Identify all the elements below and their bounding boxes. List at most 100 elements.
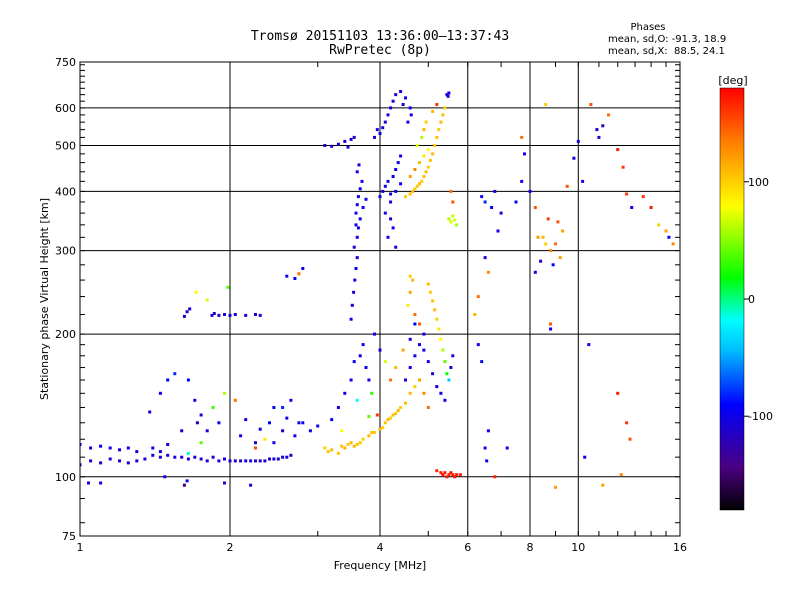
data-point	[539, 259, 543, 263]
data-point	[118, 459, 121, 463]
data-point	[367, 378, 371, 382]
data-point	[370, 431, 374, 434]
data-point	[343, 446, 347, 450]
data-point	[523, 152, 526, 156]
data-point	[420, 135, 424, 139]
data-point	[297, 421, 301, 425]
data-point	[514, 200, 518, 204]
data-point	[433, 144, 437, 147]
data-point	[441, 473, 445, 477]
x-tick-label: 10	[571, 541, 585, 554]
data-point	[607, 113, 610, 117]
data-point	[143, 457, 147, 461]
data-point	[281, 406, 285, 409]
data-point	[625, 421, 629, 425]
data-point	[383, 360, 387, 364]
plot-grid	[80, 62, 680, 536]
data-point	[413, 187, 417, 191]
data-point	[426, 406, 430, 409]
data-point	[394, 168, 398, 171]
data-point	[89, 446, 93, 450]
data-point	[455, 223, 459, 227]
data-point	[355, 170, 359, 174]
data-point	[126, 446, 130, 450]
data-point	[443, 398, 447, 402]
data-point	[358, 354, 362, 358]
data-point	[447, 473, 451, 477]
data-point	[336, 451, 340, 455]
data-point	[254, 446, 257, 450]
data-point	[336, 142, 340, 146]
data-point	[80, 463, 82, 467]
data-point	[293, 434, 297, 438]
data-point	[441, 113, 445, 117]
data-point	[340, 444, 344, 448]
x-tick-label: 1	[77, 541, 84, 554]
data-point	[199, 457, 203, 461]
data-point	[394, 245, 398, 249]
data-point	[413, 385, 417, 389]
data-point	[413, 313, 417, 316]
data-point	[625, 192, 629, 196]
data-point	[533, 270, 537, 274]
data-point	[258, 313, 262, 317]
data-point	[194, 290, 198, 294]
data-point	[323, 446, 327, 450]
data-point	[135, 450, 139, 454]
data-point	[630, 206, 634, 209]
data-point	[418, 378, 421, 382]
data-point	[641, 195, 645, 199]
data-point	[373, 332, 376, 336]
data-point	[404, 401, 407, 405]
y-axis-label: Stationary phase Virtual Height [km]	[38, 198, 51, 400]
data-point	[272, 457, 276, 461]
data-point	[546, 217, 550, 221]
data-point	[404, 195, 407, 199]
data-point	[499, 211, 503, 215]
data-point	[249, 459, 253, 463]
data-point	[483, 200, 487, 204]
chart-title: Tromsø 20151103 13:36:00–13:37:43	[251, 29, 509, 44]
data-point	[357, 163, 361, 167]
data-point	[505, 446, 509, 450]
data-point	[352, 135, 356, 139]
data-point	[352, 245, 356, 249]
data-point	[441, 348, 445, 352]
data-point	[188, 307, 192, 311]
data-point	[581, 179, 585, 183]
data-point	[391, 99, 395, 103]
data-point	[431, 372, 435, 376]
data-point	[349, 378, 353, 382]
data-point	[346, 443, 350, 446]
x-tick-label: 4	[377, 541, 384, 554]
data-point	[239, 459, 243, 463]
y-tick-label: 75	[62, 530, 76, 543]
data-point	[447, 378, 451, 382]
data-point	[285, 416, 289, 420]
data-point	[355, 203, 359, 207]
data-point	[323, 144, 327, 147]
data-point	[449, 471, 453, 475]
data-point	[364, 197, 368, 201]
data-point	[544, 103, 548, 106]
x-tick-label: 16	[673, 541, 687, 554]
data-point	[166, 443, 170, 446]
data-point	[616, 391, 620, 395]
data-point	[205, 298, 209, 302]
data-point	[210, 313, 214, 317]
data-point	[391, 413, 395, 417]
data-point	[589, 103, 593, 106]
x-axis-label: Frequency [MHz]	[334, 559, 426, 572]
colorbar-tick-label: 0	[748, 293, 755, 306]
data-point	[135, 459, 139, 463]
data-point	[408, 274, 412, 278]
chart-subtitle: RwPretec (8p)	[329, 43, 431, 58]
data-point	[87, 481, 90, 485]
data-point	[289, 453, 293, 457]
phase-info-o-mode: mean, sd,O: -91.3, 18.9	[608, 34, 726, 45]
data-point	[671, 242, 675, 246]
data-point	[349, 137, 353, 141]
data-point	[297, 272, 301, 276]
data-point	[244, 418, 248, 422]
data-point	[439, 337, 443, 341]
